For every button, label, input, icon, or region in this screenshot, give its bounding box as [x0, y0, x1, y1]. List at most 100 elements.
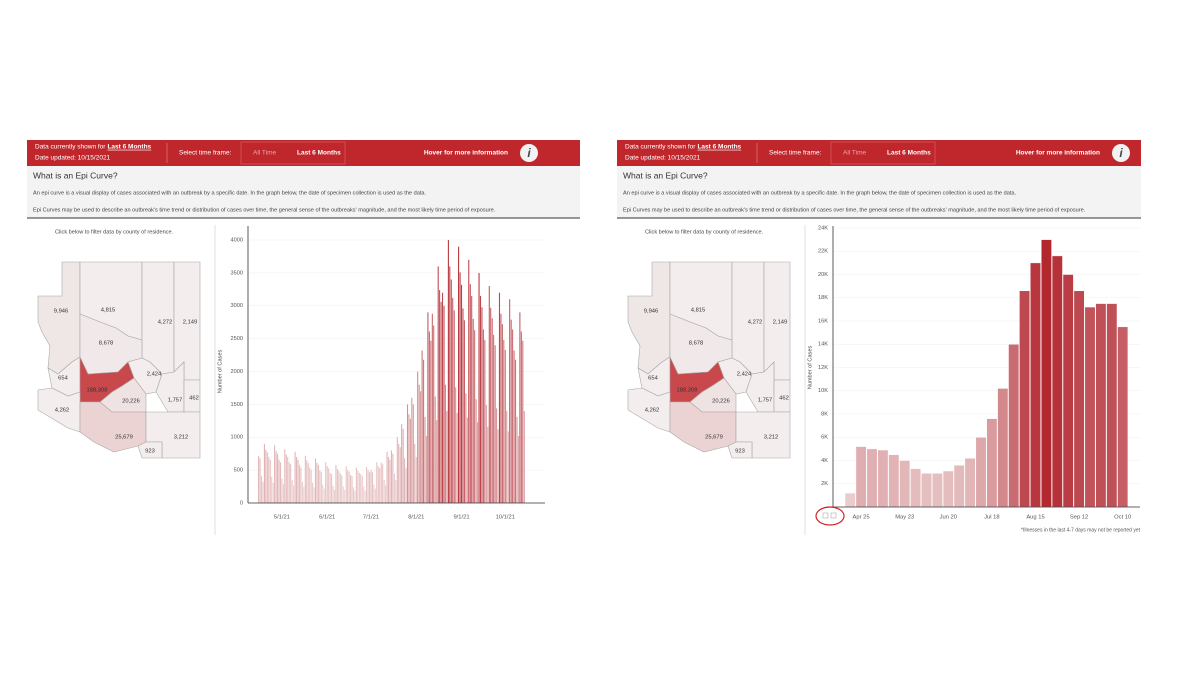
footnote: *Illnesses in the last 4-7 days may not … — [1021, 527, 1141, 533]
county-label[interactable]: 923 — [145, 449, 155, 455]
bar — [336, 468, 339, 504]
bar — [330, 473, 333, 504]
intro-box — [617, 166, 1141, 218]
time-option[interactable]: All Time — [843, 150, 867, 157]
county-label[interactable]: 4,815 — [691, 308, 706, 314]
county-label[interactable]: 4,272 — [748, 320, 763, 326]
bar — [348, 471, 350, 504]
y-tick-label: 14K — [818, 342, 828, 348]
bar — [498, 292, 501, 504]
bar — [389, 459, 391, 504]
bar — [478, 272, 480, 504]
county-label[interactable]: 3,212 — [174, 435, 189, 441]
bar — [287, 456, 289, 504]
county-label[interactable]: 8,678 — [689, 341, 704, 347]
bar — [1062, 274, 1074, 508]
toolbar-icon[interactable] — [830, 512, 837, 519]
county-label[interactable]: 654 — [648, 376, 658, 382]
county-label[interactable]: 923 — [735, 449, 745, 455]
county-label[interactable]: 188,308 — [677, 388, 698, 394]
bar — [364, 490, 366, 504]
county-label[interactable]: 25,679 — [705, 435, 723, 441]
county-label[interactable]: 4,262 — [55, 408, 70, 414]
county-label[interactable]: 462 — [779, 396, 789, 402]
county-label[interactable]: 3,212 — [764, 435, 779, 441]
bar — [953, 464, 965, 508]
bar — [428, 331, 431, 504]
time-option[interactable]: Last 6 Months — [297, 150, 341, 157]
county-label[interactable]: 654 — [58, 376, 68, 382]
shown-value: Last 6 Months — [107, 144, 151, 151]
bar — [522, 340, 524, 504]
county[interactable] — [137, 441, 163, 459]
intro-text: Epi Curves may be used to describe an ou… — [33, 207, 496, 213]
bar — [509, 299, 511, 504]
county[interactable] — [627, 387, 671, 433]
toolbar-icon[interactable] — [822, 512, 829, 519]
bar — [384, 485, 387, 504]
county-label[interactable]: 2,149 — [773, 320, 788, 326]
county[interactable] — [37, 261, 81, 375]
bar — [433, 325, 435, 504]
county-label[interactable]: 462 — [189, 396, 199, 402]
county-label[interactable]: 188,308 — [87, 388, 108, 394]
bar — [301, 481, 304, 504]
county-label[interactable]: 2,149 — [183, 320, 198, 326]
county-label[interactable]: 9,946 — [54, 309, 69, 315]
county[interactable] — [141, 261, 175, 375]
county-label[interactable]: 25,679 — [115, 435, 133, 441]
bar — [431, 313, 433, 504]
time-option[interactable]: All Time — [253, 150, 277, 157]
county[interactable] — [731, 261, 765, 375]
bar — [427, 312, 429, 504]
bar — [855, 446, 867, 508]
county-label[interactable]: 4,815 — [101, 308, 116, 314]
bar — [281, 478, 283, 504]
bar — [482, 329, 485, 504]
bar — [292, 485, 295, 504]
bar — [309, 467, 311, 504]
county-label[interactable]: 2,424 — [147, 372, 162, 378]
bar — [494, 345, 496, 504]
intro-text: An epi curve is a visual display of case… — [623, 190, 1016, 196]
bar — [294, 451, 296, 504]
bar — [291, 479, 293, 504]
county-label[interactable]: 1,757 — [758, 398, 773, 404]
info-icon[interactable]: i — [1119, 146, 1123, 160]
info-button[interactable] — [520, 144, 538, 162]
info-button[interactable] — [1112, 144, 1130, 162]
county-label[interactable]: 20,226 — [712, 399, 730, 405]
bar — [298, 464, 301, 504]
bar — [271, 476, 273, 504]
county[interactable] — [727, 441, 753, 459]
bar — [517, 435, 520, 504]
bar — [285, 454, 287, 504]
header-bar — [27, 140, 580, 166]
bar — [268, 456, 270, 504]
date-updated: Date updated: 10/15/2021 — [35, 155, 111, 162]
bar — [516, 416, 518, 504]
county-label[interactable]: 20,226 — [122, 399, 140, 405]
bar — [408, 414, 410, 504]
time-option[interactable]: Last 6 Months — [887, 150, 931, 157]
bar — [314, 458, 317, 504]
info-icon[interactable]: i — [527, 146, 531, 160]
bar — [307, 462, 309, 504]
bar — [386, 451, 388, 504]
county-label[interactable]: 1,757 — [168, 398, 183, 404]
county[interactable] — [37, 387, 81, 433]
bar — [472, 318, 474, 504]
x-tick-label: Aug 15 — [1026, 515, 1044, 521]
bar — [503, 339, 505, 504]
county-label[interactable]: 2,424 — [737, 372, 752, 378]
bar — [471, 295, 473, 504]
bar — [1106, 303, 1118, 508]
bar — [942, 470, 954, 508]
county-label[interactable]: 4,262 — [645, 408, 660, 414]
county-label[interactable]: 4,272 — [158, 320, 173, 326]
county-label[interactable]: 8,678 — [99, 341, 114, 347]
county[interactable] — [627, 261, 671, 375]
county-label[interactable]: 9,946 — [644, 309, 659, 315]
y-tick-label: 1500 — [231, 402, 243, 408]
